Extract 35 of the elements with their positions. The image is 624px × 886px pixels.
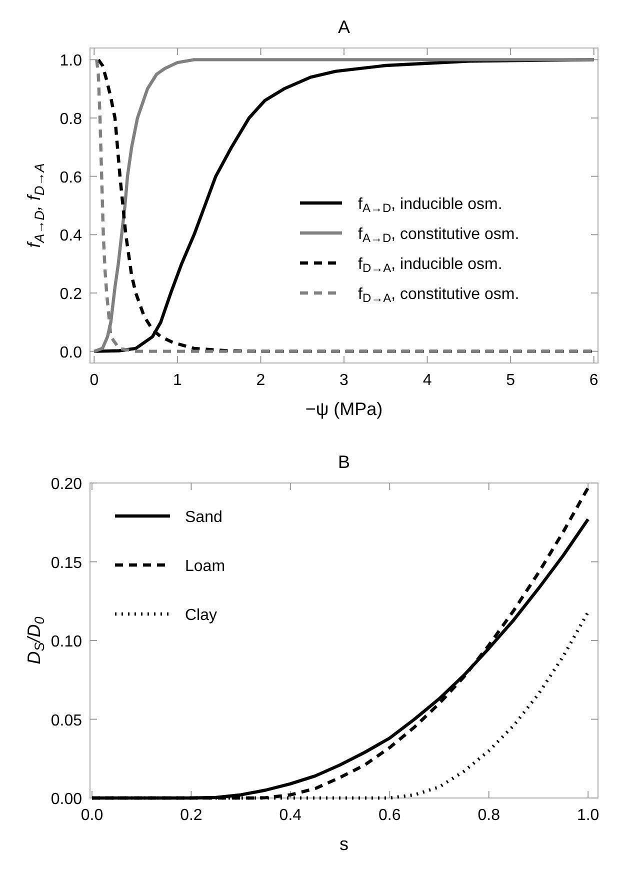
legend-label: f$_{D→A}$, inducible osm.	[358, 256, 502, 275]
x-axis-title: s	[340, 834, 348, 854]
y-tick-label: 0.00	[50, 791, 82, 808]
legend-label: f$_{A→D}$, constitutive osm.	[358, 226, 520, 245]
legend-label: Loam	[185, 558, 226, 575]
x-tick-label: 0.4	[279, 807, 302, 824]
legend-label: Sand	[185, 509, 222, 526]
legend-label: Clay	[185, 607, 218, 624]
x-tick-label: 4	[422, 372, 432, 389]
chart-title: A	[338, 17, 350, 37]
y-tick-label: 0.15	[50, 554, 82, 572]
x-tick-label: 1.0	[576, 807, 600, 824]
y-tick-label: 0.4	[60, 228, 82, 245]
y-tick-label: 0.10	[50, 634, 82, 650]
y-tick-label: 0.20	[50, 476, 82, 493]
x-tick-label: 0.2	[180, 807, 202, 824]
x-tick-label: 2	[256, 372, 266, 389]
x-tick-label: 5	[506, 372, 516, 389]
y-tick-label: 0.2	[60, 286, 82, 303]
x-tick-label: 3	[340, 372, 349, 389]
chart-title: B	[338, 452, 350, 472]
x-axis-title: −ψ (MPa)	[305, 399, 383, 419]
y-tick-label: 0.05	[50, 712, 82, 730]
x-tick-label: 0.8	[478, 807, 500, 824]
legend-label: f$_{D→A}$, constitutive osm.	[358, 286, 520, 305]
legend-label: f$_{A→D}$, inducible osm.	[358, 196, 502, 215]
x-tick-label: 0.0	[80, 807, 104, 824]
x-tick-label: 0	[90, 372, 99, 389]
y-tick-label: 0.6	[60, 169, 82, 186]
x-tick-label: 1	[172, 372, 182, 389]
y-tick-label: 0.0	[60, 344, 82, 362]
y-tick-label: 0.8	[60, 111, 82, 128]
x-tick-label: 0.6	[378, 807, 401, 824]
y-tick-label: 1.0	[60, 52, 82, 70]
x-tick-label: 6	[589, 372, 598, 389]
